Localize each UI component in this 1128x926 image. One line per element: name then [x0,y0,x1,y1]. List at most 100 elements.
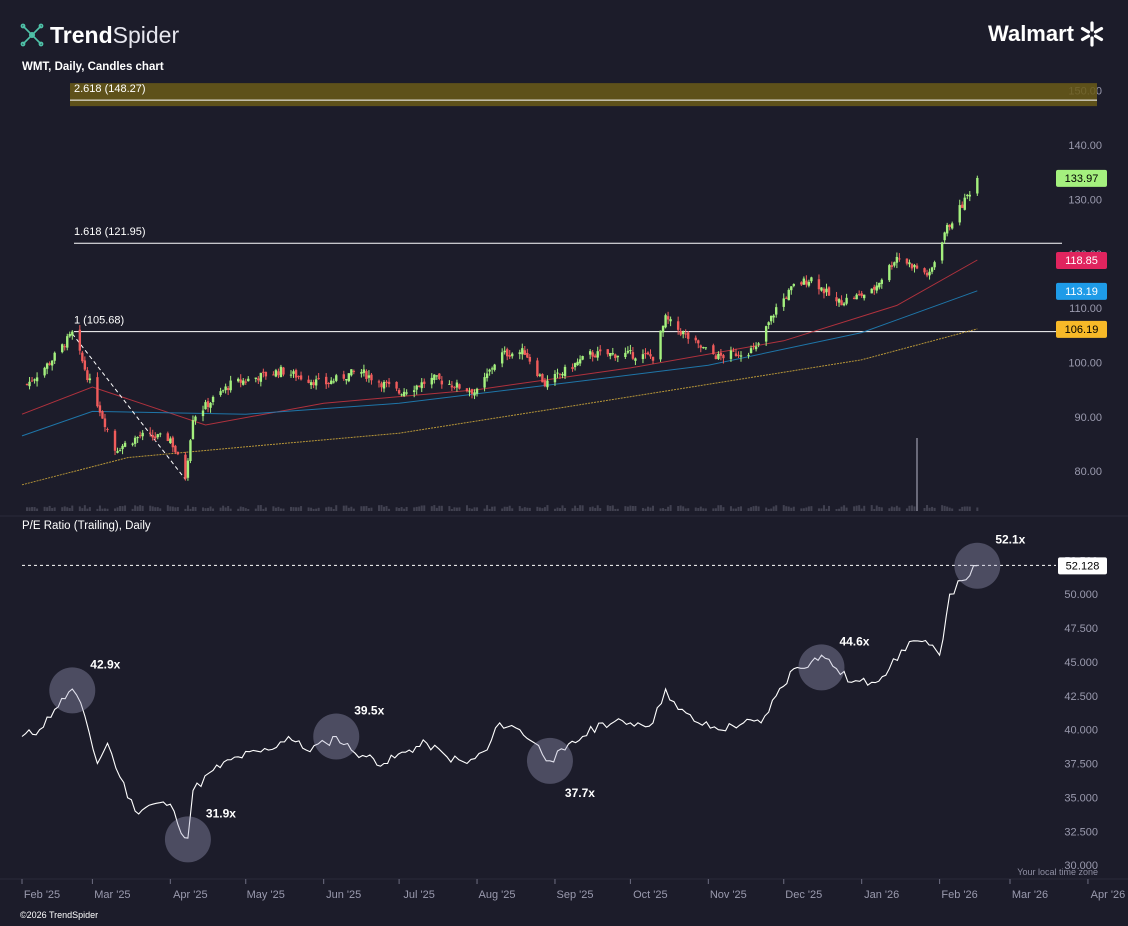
volume-bar [116,507,119,511]
volume-bar [202,507,205,511]
fib-zone [70,83,1097,107]
candle-body [68,333,71,337]
pe-tick-label: 40.000 [1064,725,1098,737]
candle-body [855,294,858,300]
candle-body [131,443,134,445]
volume-bar [528,507,531,511]
candle-body [25,383,29,385]
price-tick-label: 130.00 [1068,194,1102,206]
volume-bar [184,508,187,511]
candle-body [30,380,34,382]
pe-annotation-label: 37.7x [565,786,595,800]
candle-body [729,350,733,359]
volume-bar [822,505,825,511]
pe-ratio-line [21,565,978,839]
candle-body [649,354,652,357]
pe-current-badge [1058,557,1107,575]
price-badge-label: 106.19 [1065,324,1099,336]
fib-label: 2.618 (148.27) [74,83,146,95]
volume-bar [616,508,619,511]
candle-body [702,347,705,349]
time-tick-label: May '25 [247,889,285,901]
volume-bar [817,508,820,511]
volume-bar [310,507,313,511]
candle-body [83,360,87,370]
candle-body [317,378,320,380]
candle-body [314,379,318,386]
candle-body [88,378,92,381]
volume-bar [317,507,320,511]
volume-bar [855,505,858,511]
volume-bar [176,507,179,511]
candle-body [664,315,667,328]
trend-line [71,333,186,480]
candle-body [226,388,230,391]
pe-tick-label: 32.500 [1064,826,1098,838]
volume-bar [757,506,760,511]
volume-bar [342,505,345,511]
volume-bar [440,505,443,511]
price-pane: 150.00140.00130.00120.00110.00100.0090.0… [0,83,1128,517]
candle-body [968,194,971,197]
candle-body [963,197,966,210]
candle-body [611,353,614,355]
volume-bar [174,507,177,511]
volume-bar [430,506,433,511]
candle-body [385,381,388,383]
volume-bar [400,507,403,511]
candle-body [915,265,919,269]
candle-body [45,363,49,369]
candle-body [61,344,64,353]
volume-bar [717,505,720,511]
candle-body [360,372,363,374]
volume-bar [888,508,891,511]
candle-body [53,352,56,361]
volume-bar [26,507,29,511]
trendspider-logo: TrendSpider [20,22,179,48]
candle-body [455,382,459,388]
volume-bar [782,505,785,511]
candle-body [86,370,89,380]
volume-bar [28,507,31,511]
price-tick-label: 140.00 [1068,140,1102,152]
brand-name: TrendSpider [50,21,180,48]
candle-body [732,350,735,352]
volume-bar [792,506,795,511]
volume-bar [335,505,338,511]
volume-bar [948,507,951,511]
volume-bar [951,508,954,511]
volume-bar [845,507,848,511]
candle-body [757,343,760,345]
volume-bar [931,506,934,511]
candle-body [845,297,848,304]
candle-body [571,367,574,370]
volume-bar [838,508,841,511]
candle-body [807,281,811,286]
candle-body [641,354,645,360]
candle-body [272,374,275,376]
candle-body [775,307,778,315]
volume-bar [579,505,582,511]
walmart-logo: Walmart [988,20,1106,48]
candle-body [578,359,582,364]
candle-body [309,382,313,386]
candle-body [802,278,806,285]
candle-body [81,352,84,362]
time-tick-label: Oct '25 [633,889,668,901]
time-tick-label: Mar '26 [1012,889,1048,901]
candle-body [219,391,222,395]
volume-bar [870,505,873,511]
candle-body [629,350,632,352]
candle-body [827,287,831,296]
candle-body [591,352,594,357]
volume-bar [274,507,277,511]
candle-body [307,379,310,383]
volume-bar [194,507,197,511]
volume-bar [154,507,157,511]
volume-bar [229,508,232,511]
volume-bar [765,507,768,511]
volume-bar [325,507,328,511]
candle-body [835,297,838,302]
time-tick-label: Feb '26 [941,889,977,901]
